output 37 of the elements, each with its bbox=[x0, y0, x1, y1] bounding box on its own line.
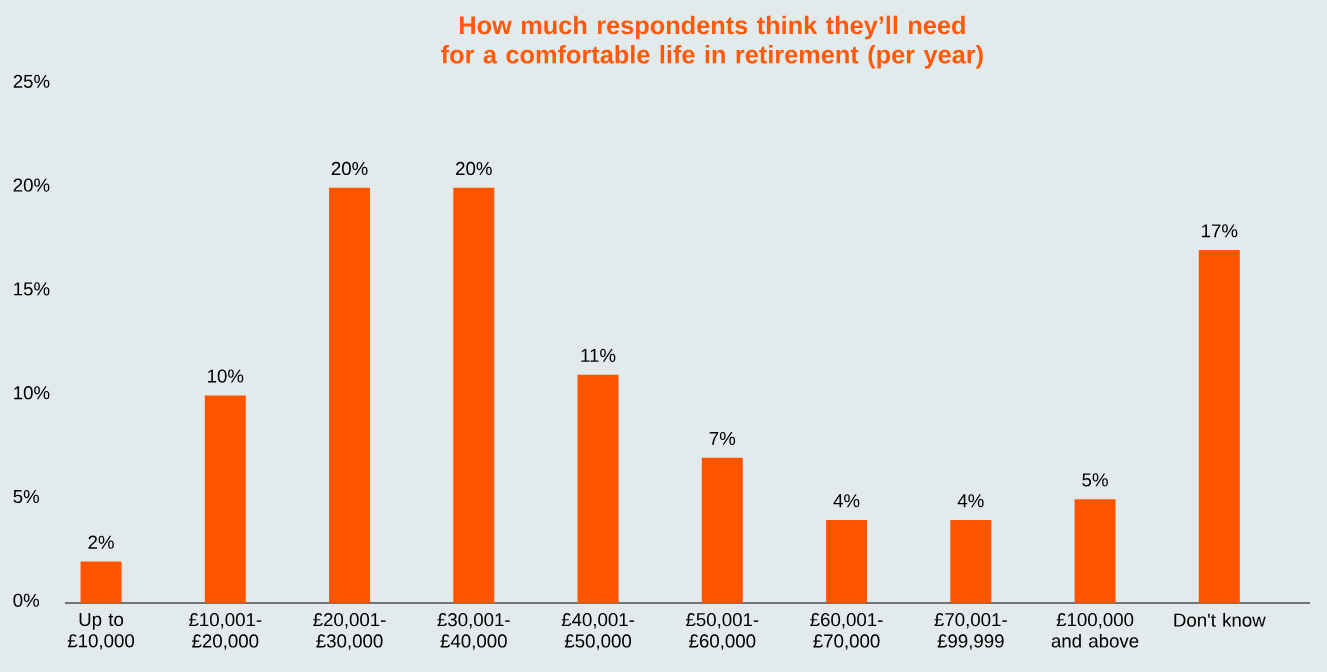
y-tick-label: 0% bbox=[13, 593, 40, 607]
bar bbox=[204, 395, 246, 603]
data-label: 2% bbox=[88, 535, 114, 549]
x-tick-label: Up to £10,000 bbox=[67, 613, 135, 650]
x-tick-label: £60,001-£70,000 bbox=[810, 613, 883, 650]
data-label: 4% bbox=[957, 494, 984, 508]
y-tick-label: 25% bbox=[13, 74, 50, 88]
x-tick-label: Don't know bbox=[1174, 613, 1266, 627]
x-tick-label: £40,001-£50,000 bbox=[561, 613, 635, 650]
y-tick-label: 15% bbox=[14, 282, 50, 296]
bar bbox=[577, 374, 619, 603]
data-label: 10% bbox=[208, 369, 244, 383]
bar bbox=[329, 187, 371, 603]
data-label: 20% bbox=[456, 161, 492, 176]
bar bbox=[1198, 250, 1240, 603]
data-label: 20% bbox=[331, 161, 368, 176]
x-tick-label: £100,000 and above bbox=[1051, 613, 1139, 648]
chart-title: How much respondents think they’ll need for a comfortable life in retirement (per year) bbox=[441, 15, 983, 69]
bar bbox=[950, 519, 992, 603]
x-tick-label: £20,001-£30,000 bbox=[313, 613, 386, 650]
data-label: 4% bbox=[833, 494, 860, 508]
bar bbox=[701, 457, 743, 603]
x-tick-label: £70,001-£99,999 bbox=[934, 613, 1007, 650]
x-tick-label: £10,001-£20,000 bbox=[188, 613, 262, 650]
bar bbox=[80, 561, 122, 603]
y-tick-label: 20% bbox=[13, 178, 50, 192]
data-label: 5% bbox=[1082, 473, 1108, 487]
bar bbox=[1074, 499, 1116, 603]
x-tick-label: £30,001-£40,000 bbox=[437, 613, 510, 650]
y-tick-label: 10% bbox=[14, 386, 50, 400]
bar bbox=[826, 519, 868, 603]
data-label: 17% bbox=[1202, 224, 1238, 238]
x-tick-label: £50,001-£60,000 bbox=[685, 613, 759, 650]
bar bbox=[453, 187, 495, 603]
data-label: 11% bbox=[581, 348, 616, 362]
data-label: 7% bbox=[709, 431, 736, 445]
y-tick-label: 5% bbox=[13, 489, 40, 504]
